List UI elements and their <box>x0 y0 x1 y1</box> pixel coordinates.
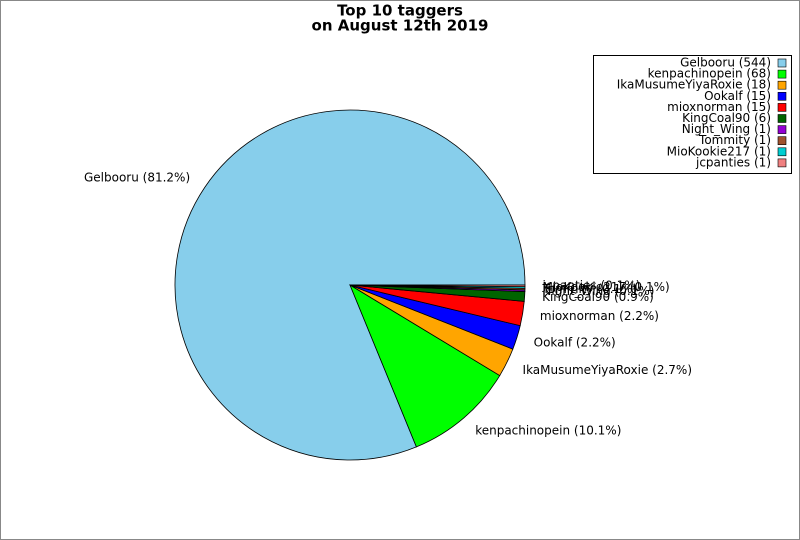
slice-label: IkaMusumeYiyaRoxie (2.7%) <box>523 363 692 377</box>
legend-swatch <box>777 147 787 157</box>
legend-swatch <box>777 92 787 101</box>
legend-swatch <box>777 158 787 168</box>
legend-swatch <box>777 80 787 90</box>
slice-label: Night_Wing (0.1%) <box>542 284 654 298</box>
slice-label: Gelbooru (81.2%) <box>84 170 190 184</box>
legend-label: kenpachinopein (68) <box>648 67 771 81</box>
legend-label: mioxnorman (15) <box>667 100 771 114</box>
pie-slice <box>349 284 526 288</box>
slice-label: MioKookie217 (0.1%) <box>542 280 669 294</box>
slice-label: Tommity (0.1%) <box>541 282 637 296</box>
legend-label: Night_Wing (1) <box>682 122 771 136</box>
legend-label: jcpanties (1) <box>695 155 771 169</box>
slice-label: Ookalf (2.2%) <box>534 335 616 349</box>
legend-swatch <box>777 125 787 134</box>
legend-swatch <box>777 103 787 112</box>
slice-label: jcpanties (0.1%) <box>541 278 640 292</box>
legend-swatch <box>777 58 787 68</box>
legend-box <box>593 55 792 174</box>
legend-label: IkaMusumeYiyaRoxie (18) <box>617 78 771 92</box>
legend-label: Ookalf (15) <box>704 89 771 103</box>
pie-slice <box>349 284 501 448</box>
slice-label: KingCoal90 (0.9%) <box>542 290 654 304</box>
legend-swatch <box>777 136 787 145</box>
legend-label: KingCoal90 (6) <box>682 111 771 125</box>
legend-label: Gelbooru (544) <box>680 56 771 70</box>
chart-title: Top 10 taggers <box>337 2 463 20</box>
chart-subtitle: on August 12th 2019 <box>312 17 489 35</box>
slice-label: kenpachinopein (10.1%) <box>475 424 621 438</box>
legend-label: Tommity (1) <box>698 133 771 147</box>
slice-label: mioxnorman (2.2%) <box>540 309 659 323</box>
legend-label: MioKookie217 (1) <box>667 144 771 158</box>
legend-swatch <box>777 69 787 79</box>
legend-swatch <box>777 114 787 123</box>
